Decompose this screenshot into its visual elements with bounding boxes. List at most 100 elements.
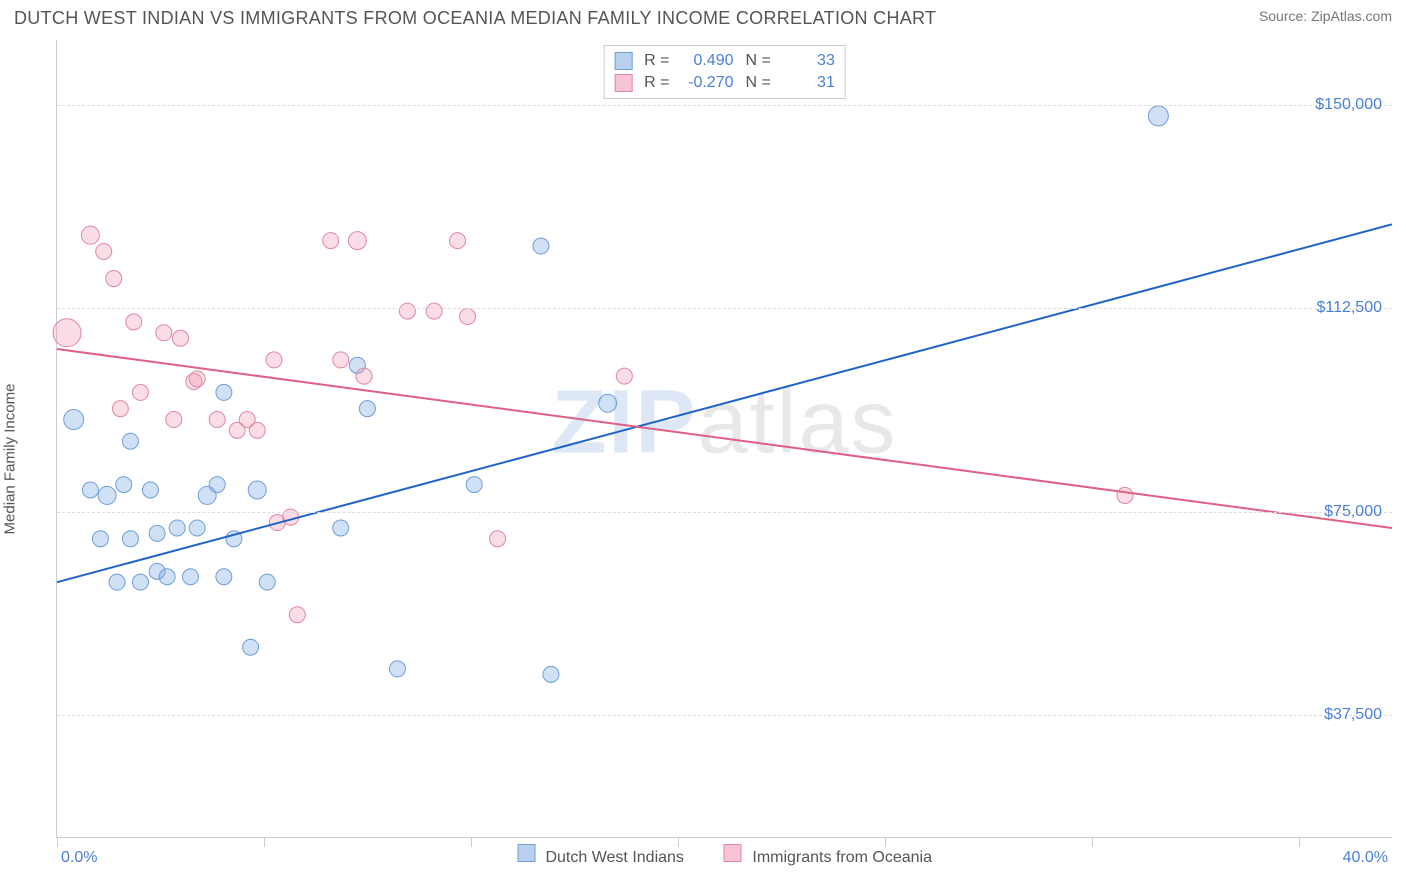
- data-point-series-0: [82, 482, 98, 498]
- data-point-series-0: [169, 520, 185, 536]
- legend-label-1: Immigrants from Oceania: [752, 849, 932, 866]
- data-point-series-1: [53, 319, 81, 347]
- x-tick: [678, 837, 679, 847]
- series-legend: Dutch West Indians Immigrants from Ocean…: [517, 844, 932, 867]
- data-point-series-0: [183, 569, 199, 585]
- data-point-series-1: [460, 309, 476, 325]
- data-point-series-1: [426, 303, 442, 319]
- regression-line-series-0: [57, 224, 1392, 582]
- data-point-series-0: [98, 486, 116, 504]
- legend-r-value-1: -0.270: [678, 74, 734, 92]
- data-point-series-0: [1148, 106, 1168, 126]
- gridline: [57, 308, 1392, 309]
- data-point-series-1: [348, 232, 366, 250]
- legend-item-0: Dutch West Indians: [517, 844, 684, 867]
- data-point-series-0: [132, 574, 148, 590]
- data-point-series-0: [209, 477, 225, 493]
- chart-header: DUTCH WEST INDIAN VS IMMIGRANTS FROM OCE…: [0, 0, 1406, 35]
- x-tick: [264, 837, 265, 847]
- legend-n-value-0: 33: [779, 52, 835, 70]
- data-point-series-0: [389, 661, 405, 677]
- data-point-series-0: [533, 238, 549, 254]
- y-axis-label: Median Family Income: [2, 384, 19, 535]
- data-point-series-0: [64, 410, 84, 430]
- gridline: [57, 105, 1392, 106]
- legend-r-value-0: 0.490: [678, 52, 734, 70]
- data-point-series-0: [466, 477, 482, 493]
- data-point-series-0: [259, 574, 275, 590]
- data-point-series-1: [156, 325, 172, 341]
- x-tick: [471, 837, 472, 847]
- y-tick-label: $112,500: [1316, 299, 1382, 317]
- data-point-series-1: [112, 401, 128, 417]
- chart-title: DUTCH WEST INDIAN VS IMMIGRANTS FROM OCE…: [14, 8, 936, 29]
- data-point-series-1: [289, 607, 305, 623]
- y-tick-label: $150,000: [1315, 96, 1382, 114]
- data-point-series-0: [216, 569, 232, 585]
- data-point-series-1: [96, 243, 112, 259]
- data-point-series-0: [359, 401, 375, 417]
- data-point-series-0: [142, 482, 158, 498]
- x-tick: [1092, 837, 1093, 847]
- plot-area: R = 0.490 N = 33 R = -0.270 N = 31 ZIPat…: [56, 40, 1392, 838]
- legend-r-label: R =: [644, 52, 669, 70]
- data-point-series-0: [216, 384, 232, 400]
- data-point-series-0: [543, 666, 559, 682]
- x-axis-min-label: 0.0%: [61, 849, 97, 867]
- correlation-legend: R = 0.490 N = 33 R = -0.270 N = 31: [603, 45, 846, 99]
- x-tick: [57, 837, 58, 847]
- data-point-series-1: [132, 384, 148, 400]
- data-point-series-0: [92, 531, 108, 547]
- scatter-svg: [57, 40, 1392, 837]
- data-point-series-1: [126, 314, 142, 330]
- data-point-series-0: [248, 481, 266, 499]
- data-point-series-1: [399, 303, 415, 319]
- data-point-series-0: [243, 639, 259, 655]
- data-point-series-0: [333, 520, 349, 536]
- legend-row-series-0: R = 0.490 N = 33: [614, 50, 835, 72]
- gridline: [57, 715, 1392, 716]
- legend-swatch-blue: [517, 844, 535, 862]
- gridline: [57, 512, 1392, 513]
- data-point-series-1: [356, 368, 372, 384]
- x-axis-max-label: 40.0%: [1343, 849, 1388, 867]
- legend-label-0: Dutch West Indians: [545, 849, 683, 866]
- data-point-series-0: [122, 531, 138, 547]
- y-tick-label: $37,500: [1324, 706, 1382, 724]
- data-point-series-0: [116, 477, 132, 493]
- data-point-series-0: [149, 525, 165, 541]
- legend-row-series-1: R = -0.270 N = 31: [614, 72, 835, 94]
- data-point-series-0: [599, 394, 617, 412]
- legend-n-label: N =: [746, 52, 771, 70]
- source-attribution: Source: ZipAtlas.com: [1259, 8, 1392, 24]
- data-point-series-1: [189, 371, 205, 387]
- legend-n-label: N =: [746, 74, 771, 92]
- data-point-series-1: [1117, 487, 1133, 503]
- data-point-series-1: [172, 330, 188, 346]
- data-point-series-1: [333, 352, 349, 368]
- y-tick-label: $75,000: [1324, 503, 1382, 521]
- data-point-series-1: [490, 531, 506, 547]
- data-point-series-1: [249, 422, 265, 438]
- data-point-series-1: [616, 368, 632, 384]
- x-tick: [1299, 837, 1300, 847]
- legend-n-value-1: 31: [779, 74, 835, 92]
- data-point-series-1: [106, 271, 122, 287]
- legend-swatch-pink: [614, 74, 632, 92]
- legend-swatch-pink: [724, 844, 742, 862]
- chart-container: Median Family Income R = 0.490 N = 33 R …: [14, 40, 1392, 878]
- data-point-series-0: [109, 574, 125, 590]
- legend-r-label: R =: [644, 74, 669, 92]
- data-point-series-1: [323, 233, 339, 249]
- data-point-series-1: [166, 412, 182, 428]
- legend-swatch-blue: [614, 52, 632, 70]
- data-point-series-1: [266, 352, 282, 368]
- data-point-series-0: [189, 520, 205, 536]
- x-tick: [885, 837, 886, 847]
- data-point-series-0: [159, 569, 175, 585]
- data-point-series-1: [450, 233, 466, 249]
- legend-item-1: Immigrants from Oceania: [724, 844, 932, 867]
- data-point-series-0: [122, 433, 138, 449]
- data-point-series-1: [209, 412, 225, 428]
- data-point-series-1: [81, 226, 99, 244]
